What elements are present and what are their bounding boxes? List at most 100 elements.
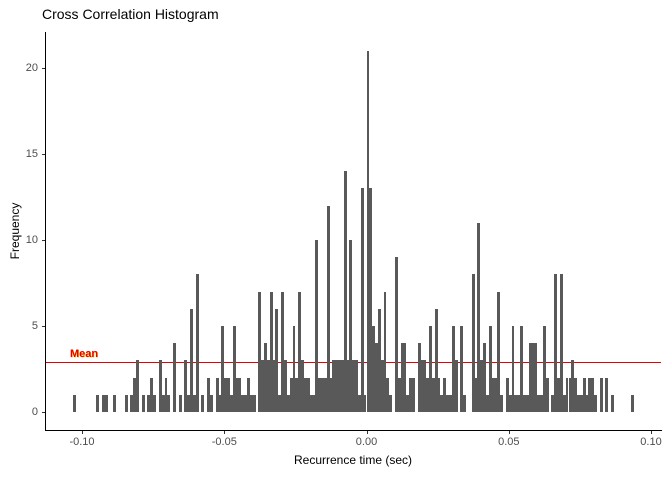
histogram-bar — [579, 394, 583, 412]
histogram-bar — [221, 326, 225, 412]
histogram-bar — [446, 394, 449, 412]
histogram-bar — [346, 360, 350, 412]
histogram-bar — [266, 360, 270, 412]
x-tick-mark — [651, 431, 652, 434]
histogram-bar — [232, 326, 236, 412]
histogram-bar — [318, 377, 321, 412]
histogram-bar — [238, 377, 242, 412]
histogram-bar — [210, 394, 213, 412]
histogram-bar — [326, 205, 330, 412]
histogram-bar — [329, 377, 333, 412]
histogram-bar — [511, 326, 515, 412]
histogram-bar — [295, 377, 299, 412]
chart-title: Cross Correlation Histogram — [42, 6, 219, 22]
x-tick-label: -0.05 — [211, 436, 237, 448]
histogram-bar — [517, 394, 521, 412]
histogram-bar — [420, 360, 424, 412]
histogram-bar — [540, 394, 543, 412]
y-tick-mark — [42, 240, 45, 241]
histogram-bar — [522, 394, 526, 412]
histogram-bar — [252, 394, 256, 412]
histogram-bar — [403, 343, 407, 412]
x-tick-mark — [224, 431, 226, 434]
histogram-bar — [363, 394, 367, 412]
histogram-bar — [249, 394, 253, 412]
histogram-bar — [423, 360, 427, 412]
histogram-bar — [73, 394, 77, 412]
histogram-bar — [272, 360, 276, 412]
histogram-bar — [104, 394, 108, 412]
histogram-bar — [375, 343, 378, 412]
histogram-bar — [397, 377, 401, 412]
x-tick-label: 0.00 — [355, 436, 378, 448]
histogram-bar — [605, 377, 609, 412]
histogram-bar — [585, 394, 589, 412]
histogram-bar — [494, 377, 498, 412]
histogram-bar — [289, 377, 293, 412]
histogram-bar — [269, 291, 273, 412]
histogram-bar — [241, 394, 245, 412]
histogram-bar — [386, 377, 390, 412]
histogram-bar — [261, 360, 265, 412]
histogram-bar — [508, 394, 512, 412]
histogram-bar — [161, 394, 165, 412]
histogram-bar — [611, 394, 614, 412]
histogram-bar — [275, 308, 279, 412]
histogram-bar — [588, 377, 592, 412]
y-tick-mark — [42, 412, 45, 413]
histogram-bar — [357, 394, 361, 412]
histogram-bar — [485, 394, 489, 412]
histogram-bar — [184, 360, 188, 412]
histogram-bar — [343, 171, 347, 412]
histogram-bar — [426, 377, 430, 412]
histogram-bar — [150, 377, 154, 412]
histogram-bar — [224, 377, 228, 412]
histogram-bar — [537, 394, 541, 412]
histogram-bar — [124, 394, 128, 412]
histogram-bar — [431, 377, 435, 412]
histogram-bar — [352, 360, 356, 412]
histogram-bar — [247, 377, 250, 412]
x-tick-mark — [82, 431, 83, 434]
histogram-bar — [383, 291, 387, 412]
histogram-bar — [483, 343, 486, 412]
histogram-bar — [488, 326, 492, 412]
histogram-bar — [500, 394, 504, 412]
histogram-bar — [164, 377, 168, 412]
histogram-bar — [477, 222, 481, 412]
histogram-bar — [187, 394, 191, 412]
histogram-bar — [631, 394, 634, 412]
histogram-bar — [594, 394, 597, 412]
y-tick-label: 10 — [25, 234, 38, 246]
histogram-bar — [340, 360, 344, 412]
histogram-bar — [284, 360, 287, 412]
histogram-bar — [136, 360, 139, 412]
histogram-bar — [525, 394, 529, 412]
histogram-bar — [338, 360, 341, 412]
histogram-bar — [565, 377, 569, 412]
histogram-bar — [306, 377, 310, 412]
y-tick-mark — [42, 326, 45, 327]
histogram-bar — [520, 326, 523, 412]
histogram-bar — [417, 343, 421, 412]
histogram-bar — [372, 326, 376, 412]
histogram-bar — [366, 50, 370, 412]
histogram-bar — [571, 360, 575, 412]
histogram-bar — [559, 274, 563, 412]
x-axis-title: Recurrence time (sec) — [293, 453, 413, 467]
histogram-bar — [258, 291, 262, 412]
histogram-bar — [394, 257, 398, 412]
histogram-bar — [582, 377, 586, 412]
histogram-bar — [454, 360, 458, 412]
histogram-bar — [480, 360, 484, 412]
histogram-bar — [568, 377, 572, 412]
histogram-bar — [400, 343, 404, 412]
histogram-bar — [178, 394, 182, 412]
histogram-bar — [434, 308, 438, 412]
histogram-bar — [412, 377, 415, 412]
histogram-bar — [449, 394, 452, 412]
histogram-bar — [369, 188, 373, 412]
histogram-bar — [599, 377, 603, 412]
